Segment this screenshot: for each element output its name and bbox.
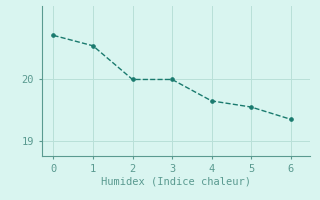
- X-axis label: Humidex (Indice chaleur): Humidex (Indice chaleur): [101, 176, 251, 186]
